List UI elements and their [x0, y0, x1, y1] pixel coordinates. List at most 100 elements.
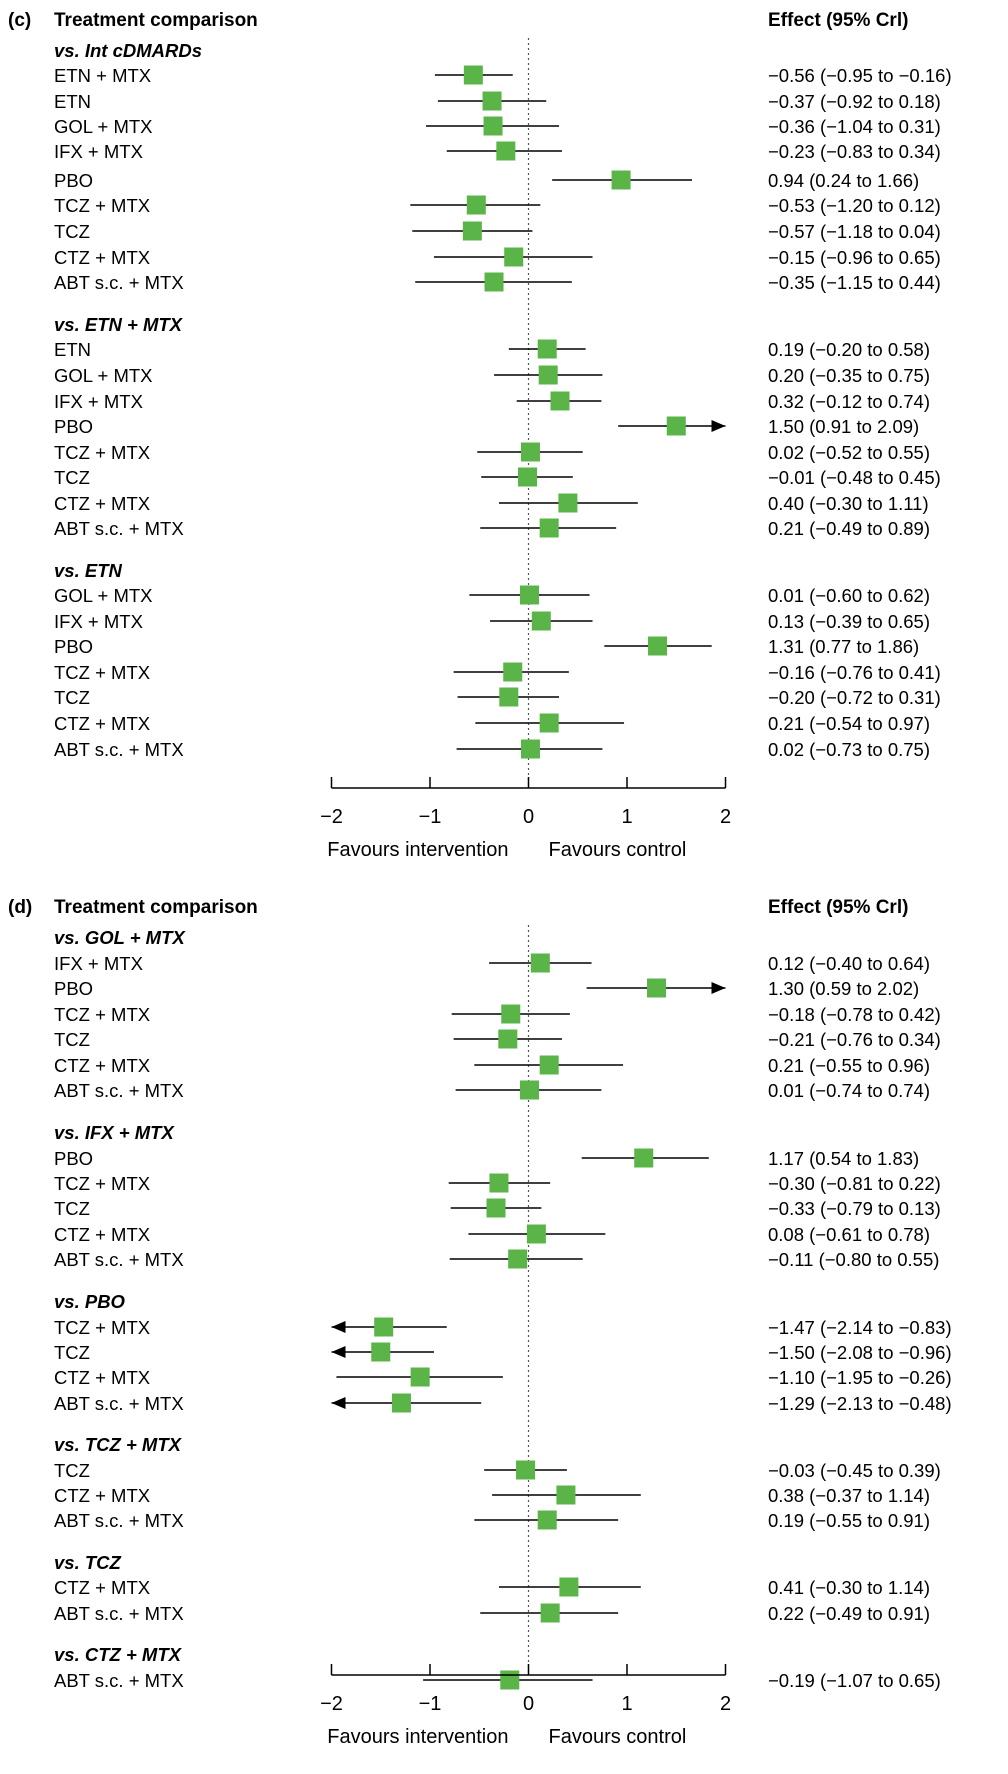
- effect-text: 0.12 (−0.40 to 0.64): [768, 953, 930, 974]
- forest-row: PBO 1.31 (0.77 to 1.86): [54, 636, 919, 657]
- effect-text: −0.19 (−1.07 to 0.65): [768, 1670, 941, 1691]
- forest-row: IFX + MTX 0.13 (−0.39 to 0.65): [54, 611, 930, 632]
- forest-row: TCZ + MTX −0.53 (−1.20 to 0.12): [54, 195, 941, 216]
- forest-row: TCZ −0.03 (−0.45 to 0.39): [54, 1460, 941, 1481]
- row-label: CTZ + MTX: [54, 1485, 150, 1506]
- effect-text: −0.36 (−1.04 to 0.31): [768, 116, 941, 137]
- point-estimate-marker: [550, 391, 570, 411]
- group-title: vs. ETN: [54, 560, 122, 581]
- point-estimate-marker: [539, 518, 559, 538]
- row-label: TCZ: [54, 1029, 90, 1050]
- row-label: ABT s.c. + MTX: [54, 1603, 184, 1624]
- forest-row: CTZ + MTX 0.41 (−0.30 to 1.14): [54, 1577, 930, 1598]
- effect-text: −0.11 (−0.80 to 0.55): [768, 1249, 939, 1270]
- panel-label: (c): [8, 10, 31, 31]
- forest-row: TCZ + MTX −1.47 (−2.14 to −0.83): [54, 1317, 952, 1338]
- effect-text: 0.19 (−0.20 to 0.58): [768, 339, 930, 360]
- effect-text: −0.33 (−0.79 to 0.13): [768, 1198, 941, 1219]
- row-label: CTZ + MTX: [54, 1577, 150, 1598]
- point-estimate-marker: [559, 1577, 579, 1597]
- point-estimate-marker: [466, 195, 486, 215]
- point-estimate-marker: [504, 247, 524, 267]
- point-estimate-marker: [518, 467, 538, 487]
- effect-text: −0.56 (−0.95 to −0.16): [768, 65, 952, 86]
- effect-text: −0.01 (−0.48 to 0.45): [768, 467, 941, 488]
- effect-text: 0.13 (−0.39 to 0.65): [768, 611, 930, 632]
- x-axis-label-right: Favours control: [549, 1726, 687, 1748]
- panel-label: (d): [8, 897, 32, 918]
- forest-row: GOL + MTX 0.20 (−0.35 to 0.75): [54, 365, 930, 386]
- x-tick-label: −2: [320, 806, 343, 828]
- effect-text: −0.30 (−0.81 to 0.22): [768, 1173, 941, 1194]
- row-label: IFX + MTX: [54, 391, 143, 412]
- forest-row: TCZ + MTX −0.30 (−0.81 to 0.22): [54, 1173, 941, 1194]
- forest-row: IFX + MTX −0.23 (−0.83 to 0.34): [54, 141, 941, 162]
- forest-row: PBO 1.17 (0.54 to 1.83): [54, 1148, 919, 1169]
- row-label: TCZ: [54, 1342, 90, 1363]
- point-estimate-marker: [463, 65, 483, 85]
- point-estimate-marker: [537, 1510, 557, 1530]
- x-tick-label: 0: [523, 1693, 534, 1715]
- point-estimate-marker: [647, 978, 667, 998]
- forest-row: ABT s.c. + MTX 0.02 (−0.73 to 0.75): [54, 739, 930, 760]
- effect-text: 0.01 (−0.74 to 0.74): [768, 1080, 930, 1101]
- point-estimate-marker: [530, 953, 550, 973]
- row-label: CTZ + MTX: [54, 1224, 150, 1245]
- effect-text: 1.30 (0.59 to 2.02): [768, 978, 919, 999]
- effect-text: 0.41 (−0.30 to 1.14): [768, 1577, 930, 1598]
- panel-d: (d) Treatment comparison Effect (95% Crl) v…: [8, 897, 952, 1748]
- row-label: TCZ + MTX: [54, 1004, 150, 1025]
- forest-row: CTZ + MTX −1.10 (−1.95 to −0.26): [54, 1367, 952, 1388]
- group-title: vs. Int cDMARDs: [54, 40, 202, 61]
- point-estimate-marker: [483, 116, 503, 136]
- forest-row: ABT s.c. + MTX 0.01 (−0.74 to 0.74): [54, 1080, 930, 1101]
- forest-row: ABT s.c. + MTX −0.35 (−1.15 to 0.44): [54, 272, 941, 293]
- row-label: ETN + MTX: [54, 65, 151, 86]
- row-label: TCZ: [54, 221, 90, 242]
- effect-text: 0.21 (−0.49 to 0.89): [768, 518, 930, 539]
- effect-text: 0.38 (−0.37 to 1.14): [768, 1485, 930, 1506]
- group-title: vs. CTZ + MTX: [54, 1644, 183, 1665]
- point-estimate-marker: [538, 365, 558, 385]
- forest-row: GOL + MTX 0.01 (−0.60 to 0.62): [54, 585, 930, 606]
- effect-text: −0.18 (−0.78 to 0.42): [768, 1004, 941, 1025]
- effect-text: −0.20 (−0.72 to 0.31): [768, 687, 941, 708]
- effect-text: 0.94 (0.24 to 1.66): [768, 170, 919, 191]
- forest-row: ABT s.c. + MTX 0.22 (−0.49 to 0.91): [54, 1603, 930, 1624]
- x-tick-label: −1: [419, 1693, 442, 1715]
- effect-text: 0.02 (−0.52 to 0.55): [768, 442, 930, 463]
- forest-row: PBO 1.30 (0.59 to 2.02): [54, 978, 919, 999]
- row-label: CTZ + MTX: [54, 713, 150, 734]
- point-estimate-marker: [489, 1173, 509, 1193]
- row-label: IFX + MTX: [54, 953, 143, 974]
- effect-text: −0.23 (−0.83 to 0.34): [768, 141, 941, 162]
- forest-row: ETN + MTX −0.56 (−0.95 to −0.16): [54, 65, 952, 86]
- row-label: PBO: [54, 416, 93, 437]
- forest-row: CTZ + MTX 0.08 (−0.61 to 0.78): [54, 1224, 930, 1245]
- row-label: ABT s.c. + MTX: [54, 1510, 184, 1531]
- effect-text: 0.40 (−0.30 to 1.11): [768, 493, 929, 514]
- forest-row: ABT s.c. + MTX 0.21 (−0.49 to 0.89): [54, 518, 930, 539]
- point-estimate-marker: [540, 1603, 560, 1623]
- forest-row: CTZ + MTX 0.21 (−0.54 to 0.97): [54, 713, 930, 734]
- row-label: GOL + MTX: [54, 585, 153, 606]
- point-estimate-marker: [508, 1249, 528, 1269]
- point-estimate-marker: [499, 687, 519, 707]
- row-label: TCZ + MTX: [54, 1173, 150, 1194]
- point-estimate-marker: [498, 1029, 518, 1049]
- point-estimate-marker: [611, 170, 631, 190]
- effect-text: −1.50 (−2.08 to −0.96): [768, 1342, 952, 1363]
- row-label: ABT s.c. + MTX: [54, 272, 184, 293]
- row-label: GOL + MTX: [54, 365, 153, 386]
- effect-text: 1.17 (0.54 to 1.83): [768, 1148, 919, 1169]
- forest-row: ABT s.c. + MTX −0.11 (−0.80 to 0.55): [54, 1249, 939, 1270]
- effect-text: 0.20 (−0.35 to 0.75): [768, 365, 930, 386]
- forest-row: ETN −0.37 (−0.92 to 0.18): [54, 91, 941, 112]
- group-title: vs. GOL + MTX: [54, 927, 186, 948]
- x-tick-label: −1: [419, 806, 442, 828]
- row-label: TCZ: [54, 467, 90, 488]
- point-estimate-marker: [486, 1198, 506, 1218]
- point-estimate-marker: [503, 662, 523, 682]
- forest-row: CTZ + MTX 0.21 (−0.55 to 0.96): [54, 1055, 930, 1076]
